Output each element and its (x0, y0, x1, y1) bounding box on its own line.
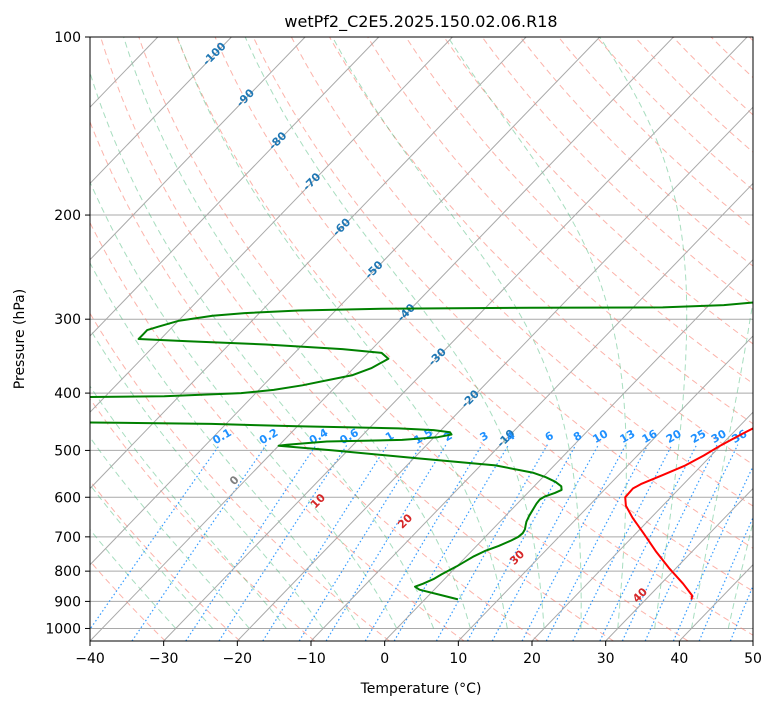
y-axis: 100 200 300 400 500 600 700 800 900 1000 (45, 30, 90, 637)
x-axis: −40 −30 −20 −10 0 10 20 30 40 50 (75, 641, 762, 667)
moist-adiabat-line (690, 298, 753, 629)
isotherm-line (90, 37, 527, 490)
isotherm-line (163, 37, 748, 641)
mixing-ratio-line (599, 444, 698, 641)
isotherm-line (90, 37, 601, 566)
x-tick-label: −10 (296, 651, 326, 667)
isotherm-line (236, 106, 753, 641)
dry-adiabat-line (214, 37, 753, 592)
isotherm-line (457, 335, 753, 641)
mixing-ratio-line (435, 444, 548, 641)
dewpoint-series-line (90, 301, 753, 601)
y-tick-label: 1000 (45, 621, 81, 637)
x-tick-label: −20 (223, 651, 253, 667)
moist-adiabat-line (244, 37, 545, 629)
x-tick-label: 40 (670, 651, 688, 667)
isotherm-line (90, 37, 380, 337)
isotherm-line (90, 37, 674, 641)
moist-adiabat-line (90, 180, 398, 629)
plot-frame (89, 36, 754, 642)
isotherm-line (605, 487, 753, 641)
mixing-ratio-line (185, 444, 317, 641)
isotherm-line (90, 37, 453, 413)
dry-adiabat-line (138, 37, 689, 641)
y-axis-label: Pressure (hPa) (12, 289, 28, 389)
y-tick-label: 300 (54, 312, 81, 328)
dry-adiabat-line (405, 37, 753, 385)
isotherm-line (310, 182, 753, 641)
mixing-ratio-line (393, 444, 510, 641)
dry-adiabat-line (252, 37, 753, 549)
x-axis-label: Temperature (°C) (360, 681, 482, 697)
moist-adiabat-line (177, 37, 508, 629)
x-tick-label: 20 (523, 651, 541, 667)
isotherm-line (90, 37, 306, 261)
temperature-series-line (624, 427, 753, 600)
x-tick-label: −40 (75, 651, 105, 667)
moist-adiabat-line (90, 328, 324, 629)
mixing-ratio-line (572, 444, 673, 641)
y-tick-label: 900 (54, 594, 81, 610)
dry-adiabat-line (90, 480, 241, 641)
dry-adiabat-line (443, 37, 753, 345)
y-tick-label: 800 (54, 564, 81, 580)
y-tick-label: 600 (54, 490, 81, 506)
y-tick-label: 200 (54, 208, 81, 224)
isotherm-line (531, 411, 753, 641)
mixing-ratio-line (491, 444, 600, 641)
mixing-ratio-line (466, 444, 577, 641)
moist-adiabat-line (90, 436, 250, 629)
dry-adiabat-line (367, 37, 753, 425)
isotherm-line (384, 258, 753, 641)
moist-adiabat-line (90, 385, 287, 629)
dry-adiabat-line (90, 312, 390, 641)
y-tick-label: 400 (54, 386, 81, 402)
isotherm-line (90, 37, 232, 185)
dry-adiabat-line (558, 37, 753, 229)
mixing-ratio-line (545, 444, 649, 641)
y-tick-label: 500 (54, 443, 81, 459)
x-tick-label: 0 (380, 651, 389, 667)
x-tick-label: 10 (449, 651, 467, 667)
chart-title: wetPf2_C2E5.2025.150.02.06.R18 (284, 12, 557, 32)
mixing-ratio-line (218, 444, 348, 641)
moist-adiabat-line (90, 261, 361, 629)
x-tick-label: 50 (744, 651, 762, 667)
x-tick-label: 30 (597, 651, 615, 667)
y-tick-label: 700 (54, 530, 81, 546)
mixing-ratio-line (298, 444, 422, 641)
dry-adiabat-line (329, 37, 753, 466)
y-tick-label: 100 (54, 30, 81, 46)
mixing-ratio-line (262, 444, 389, 641)
x-tick-label: −30 (149, 651, 179, 667)
mixing-ratio-line (521, 444, 627, 641)
moist-adiabat-line (331, 37, 582, 629)
dry-adiabat-line (176, 37, 753, 636)
dry-adiabat-line (519, 37, 753, 267)
moist-adiabat-line (599, 37, 688, 629)
background-lines (90, 37, 753, 641)
moist-adiabat-line (447, 37, 627, 629)
moist-adiabat-line (727, 520, 753, 629)
mixing-ratio-line (644, 444, 739, 641)
dry-adiabat-line (100, 37, 614, 641)
